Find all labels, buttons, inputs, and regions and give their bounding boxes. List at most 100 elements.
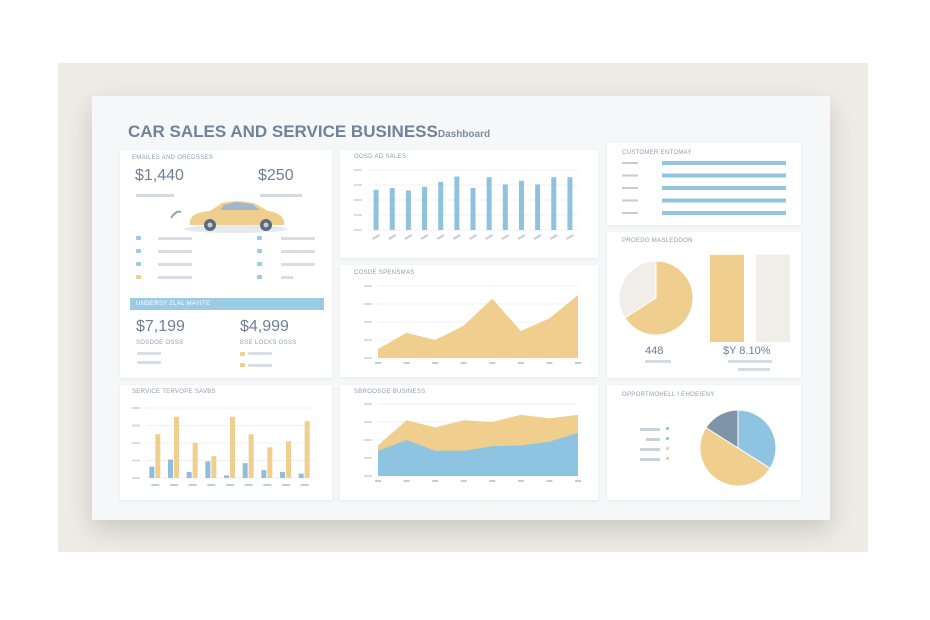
bar-top-xtick — [533, 234, 542, 240]
bar-bottom-bar — [248, 434, 254, 478]
bar-bottom-bar — [211, 456, 217, 478]
bar-bottom-bar — [267, 447, 273, 478]
area-bottom-ytick — [364, 421, 372, 423]
bar-bottom-bar — [174, 416, 179, 478]
caption-right: BSE LOCKS OSSS — [240, 340, 297, 346]
bar-top-xtick — [372, 234, 381, 240]
bar-top-bar — [567, 177, 573, 230]
bar-top-xtick — [501, 234, 510, 240]
pie-bottom-legend-label — [640, 458, 660, 461]
bar-top-chart — [354, 169, 578, 240]
area-mid-xtick — [546, 362, 553, 364]
bar-bottom-xtick — [151, 484, 160, 486]
sales-value-bottom-right: $4,999 — [240, 318, 289, 335]
band-title: UNDERSY ZLAL MAYITE — [136, 301, 211, 307]
bar-bottom-bar — [168, 459, 173, 478]
circle-icon — [136, 236, 141, 240]
sales-value-left: $1,440 — [135, 167, 184, 184]
pie-bottom-legend-swatch — [666, 447, 669, 450]
card-icon — [257, 262, 262, 266]
hbar-bar — [662, 161, 786, 165]
bar-bottom-bar — [298, 473, 304, 478]
bar-bottom-xtick — [263, 484, 272, 486]
bar-bottom-xtick — [207, 484, 216, 486]
area-mid-xtick — [460, 362, 467, 364]
bar-top-ytick — [354, 169, 362, 171]
area-bottom-xtick — [546, 480, 553, 482]
bar-bottom-bar — [192, 443, 198, 478]
bar-bottom-bar — [230, 416, 235, 478]
box-icon — [257, 275, 262, 279]
bar-top-xtick — [452, 234, 461, 240]
hbar-chart — [622, 161, 786, 215]
pie-mid-bars-chart — [710, 254, 790, 342]
area-mid-title: COSDE SPENSMAS — [354, 270, 415, 276]
area-mid-xtick — [517, 362, 524, 364]
bar-top-xtick — [549, 234, 558, 240]
area-mid-ytick — [364, 357, 372, 359]
sales-value-bottom-left: $7,199 — [136, 318, 185, 335]
area-bottom-area — [378, 432, 578, 476]
legend-placeholder-left — [158, 263, 192, 266]
hbar-label — [622, 187, 638, 189]
caption-dot-4 — [248, 352, 272, 355]
sales-caption-a — [136, 194, 174, 197]
bar-top-xtick — [565, 234, 574, 240]
bar-bottom-bar — [261, 470, 267, 478]
area-bottom-ytick — [364, 403, 372, 405]
title-suffix: Dashboard — [437, 129, 491, 140]
bar-bottom-ytick — [132, 459, 140, 462]
caption-dot-3 — [240, 352, 245, 356]
hbar-bar — [662, 186, 786, 190]
bar-top-bar — [551, 177, 557, 230]
bar-bottom-xtick — [300, 484, 309, 486]
box-icon — [136, 275, 141, 279]
hbar-bar — [662, 173, 786, 178]
pie-bottom-slice — [699, 426, 771, 487]
area-mid-xtick — [432, 362, 439, 364]
area-mid-xtick — [375, 362, 381, 364]
bar-top-bar — [502, 184, 508, 230]
tag-icon — [136, 262, 141, 266]
hbar-bar — [662, 198, 786, 203]
pie-mid-value-right: $Y 8.10% — [723, 345, 771, 357]
pie-bottom-legend-label — [640, 428, 660, 431]
bar-bottom-ytick — [132, 442, 140, 444]
bar-top-ytick — [354, 184, 362, 186]
pie-bottom-chart — [699, 409, 777, 487]
area-mid-ytick — [364, 339, 372, 341]
bar-bottom-bar — [224, 475, 229, 478]
panel-band — [130, 298, 324, 310]
legend-placeholder-right — [281, 250, 315, 253]
sales-value-right: $250 — [258, 167, 294, 184]
bar-top-xtick — [436, 234, 445, 240]
bar-top-bar — [422, 186, 428, 230]
bar-top-bar — [405, 190, 411, 230]
hbar-title: CUSTOMER ENTOMAY — [622, 150, 692, 156]
hbar-label — [622, 199, 638, 202]
area-mid-xtick — [575, 362, 581, 364]
bar-bottom-title: SERVICE TERVOPE SAVBS — [132, 389, 216, 395]
legend-placeholder-left — [158, 237, 192, 240]
bar-bottom-xtick — [188, 484, 197, 486]
legend-placeholder-right — [281, 237, 315, 240]
pie-mid-bar — [756, 254, 790, 342]
area-bottom-xtick — [432, 480, 439, 482]
pie-mid-caption-right-2 — [738, 368, 770, 371]
pie-mid-value-left: 448 — [645, 345, 664, 357]
area-bottom-ytick — [364, 475, 372, 477]
hbar-bar — [662, 211, 786, 215]
caption-dot-5 — [240, 363, 245, 367]
bar-bottom-xtick — [170, 484, 178, 486]
bar-top-xtick — [469, 234, 477, 240]
bar-bottom-ytick — [132, 407, 140, 409]
dashboard-title: CAR SALES AND SERVICE BUSINESSDashboard — [128, 122, 490, 142]
bar-bottom-bar — [286, 441, 291, 478]
sales-caption-b — [260, 194, 302, 197]
area-bottom-xtick — [460, 480, 467, 482]
area-bottom-ytick — [364, 457, 372, 459]
bar-bottom-xtick — [244, 484, 253, 486]
bar-top-bar — [470, 188, 476, 230]
caption-dot-1 — [137, 352, 161, 355]
caption-dot-2 — [137, 361, 161, 364]
